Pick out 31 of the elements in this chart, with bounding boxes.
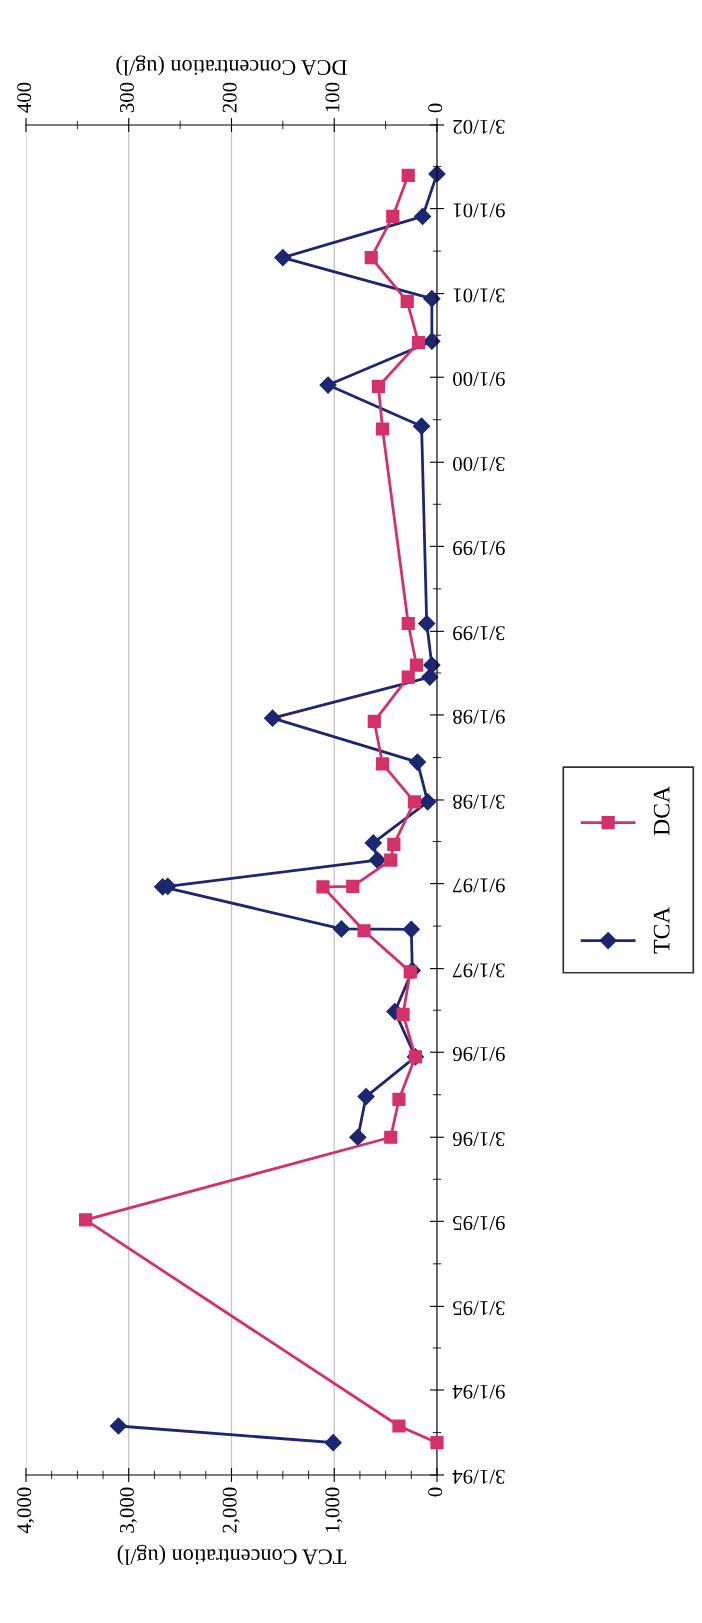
y-tick-label: 9/1/98 <box>453 709 505 724</box>
x-axis-title: TCA Concentration (ug/l) <box>117 1544 346 1565</box>
x2-tick-label: 0 <box>428 103 443 113</box>
x2-tick-label: 300 <box>119 82 134 113</box>
x-tick-label: 2,000 <box>222 1487 240 1533</box>
y-tick-label: 9/1/94 <box>452 1384 505 1399</box>
y-tick-label: 3/1/98 <box>453 794 505 809</box>
y-tick-label: 3/1/96 <box>452 1132 505 1147</box>
x-tick-label: 4,000 <box>17 1487 35 1534</box>
x2-axis-title: DCA Concentration (ug/l) <box>116 55 347 76</box>
y-tick-label: 9/1/96 <box>452 1047 505 1062</box>
legend-label: TCA <box>653 906 670 954</box>
y-tick-label: 3/1/97 <box>452 963 505 978</box>
x-tick-label: 1,000 <box>325 1487 343 1532</box>
y-tick-label: 9/1/99 <box>453 541 505 556</box>
y-tick-label: 3/1/01 <box>453 288 505 303</box>
x-tick-label: 3,000 <box>119 1487 137 1533</box>
x2-tick-label: 200 <box>222 82 237 113</box>
y-tick-label: 9/1/97 <box>452 878 505 893</box>
y-tick-label: 3/1/02 <box>453 119 505 134</box>
y-tick-label: 9/1/01 <box>453 203 505 218</box>
legend-label: DCA <box>653 786 670 836</box>
y-tick-label: 3/1/95 <box>453 1301 505 1316</box>
y-tick-label: 9/1/95 <box>453 1216 505 1231</box>
x2-tick-label: 100 <box>325 82 340 112</box>
x-tick-label: 0 <box>428 1487 443 1497</box>
y-tick-label: 9/1/00 <box>453 372 505 387</box>
x2-tick-label: 400 <box>17 82 32 113</box>
y-tick-label: 3/1/00 <box>453 457 505 472</box>
y-tick-label: 3/1/99 <box>453 626 505 641</box>
y-tick-label: 3/1/94 <box>452 1469 505 1484</box>
